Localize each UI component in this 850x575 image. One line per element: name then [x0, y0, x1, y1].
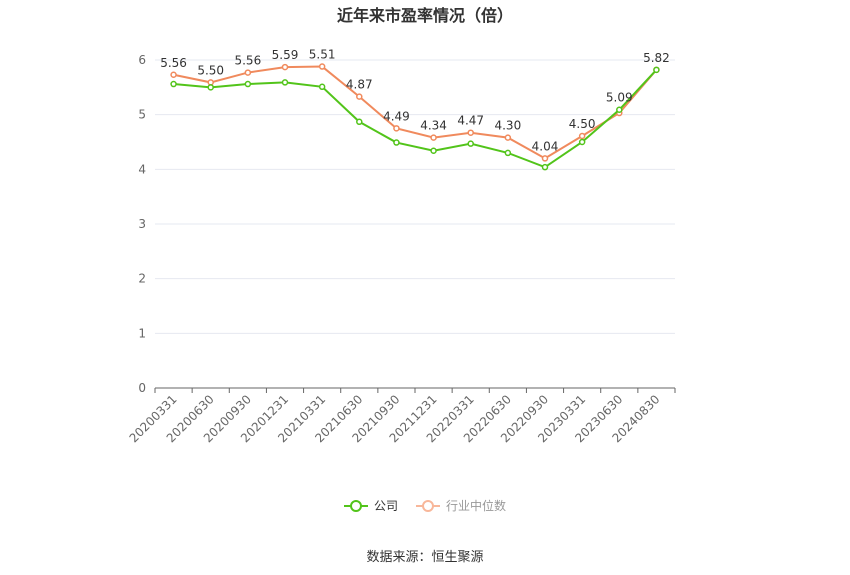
legend-item-company[interactable]: 公司: [343, 497, 398, 514]
data-point-industry-median: [430, 134, 437, 141]
chart-legend: 公司 行业中位数: [0, 497, 850, 514]
y-tick-label: 3: [138, 217, 146, 231]
data-point-company: [653, 66, 660, 74]
data-point-company: [430, 147, 437, 154]
data-label-company: 4.04: [532, 139, 559, 153]
data-point-industry-median: [393, 125, 400, 132]
data-point-company: [318, 83, 326, 91]
data-point-company: [207, 84, 214, 91]
data-point-company: [467, 140, 474, 147]
data-point-industry-median: [244, 69, 252, 76]
y-tick-label: 1: [138, 326, 146, 340]
data-label-company: 5.59: [272, 48, 299, 62]
legend-company-label: 公司: [373, 499, 398, 513]
data-label-company: 5.50: [197, 63, 224, 77]
data-point-company: [281, 79, 289, 86]
data-label-company: 4.49: [383, 109, 410, 123]
data-label-company: 5.09: [606, 91, 633, 105]
series-line-company: [173, 69, 658, 169]
data-point-company: [244, 80, 252, 88]
legend-industry-marker-icon: [416, 499, 440, 513]
data-source: 数据来源：恒生聚源: [366, 550, 484, 565]
data-label-company: 5.56: [160, 56, 187, 70]
data-point-company: [504, 149, 512, 157]
data-point-industry-median: [504, 134, 512, 141]
data-point-industry-median: [170, 71, 177, 79]
data-label-company: 4.50: [569, 117, 596, 131]
legend-company-marker-icon: [343, 499, 368, 513]
data-label-company: 4.47: [457, 114, 484, 128]
data-label-company: 5.51: [309, 48, 336, 62]
chart-title: 近年来市盈率情况（倍）: [336, 6, 513, 25]
legend-industry-label: 行业中位数: [446, 499, 507, 513]
data-point-industry-median: [318, 63, 326, 70]
y-tick-label: 6: [138, 53, 146, 67]
data-point-industry-median: [467, 129, 474, 136]
data-label-company: 4.87: [346, 78, 373, 92]
data-label-company: 5.82: [643, 51, 670, 65]
data-point-company: [170, 80, 177, 88]
data-point-industry-median: [578, 132, 586, 140]
y-tick-label: 5: [138, 108, 146, 122]
data-point-company: [541, 163, 549, 171]
data-point-industry-median: [281, 63, 289, 71]
data-point-company: [578, 138, 586, 146]
y-tick-label: 4: [138, 162, 146, 176]
y-tick-label: 2: [138, 272, 146, 286]
y-tick-label: 0: [138, 381, 146, 395]
data-label-company: 4.34: [420, 119, 447, 133]
data-point-company: [616, 106, 623, 113]
data-point-company: [393, 139, 400, 146]
data-point-company: [356, 118, 363, 126]
legend-item-industry-median[interactable]: 行业中位数: [416, 497, 506, 514]
series-line-industry-median: [173, 65, 658, 160]
data-label-company: 5.56: [234, 54, 261, 68]
data-point-industry-median: [356, 93, 363, 100]
data-point-industry-median: [541, 155, 549, 162]
data-label-company: 4.30: [494, 119, 521, 133]
